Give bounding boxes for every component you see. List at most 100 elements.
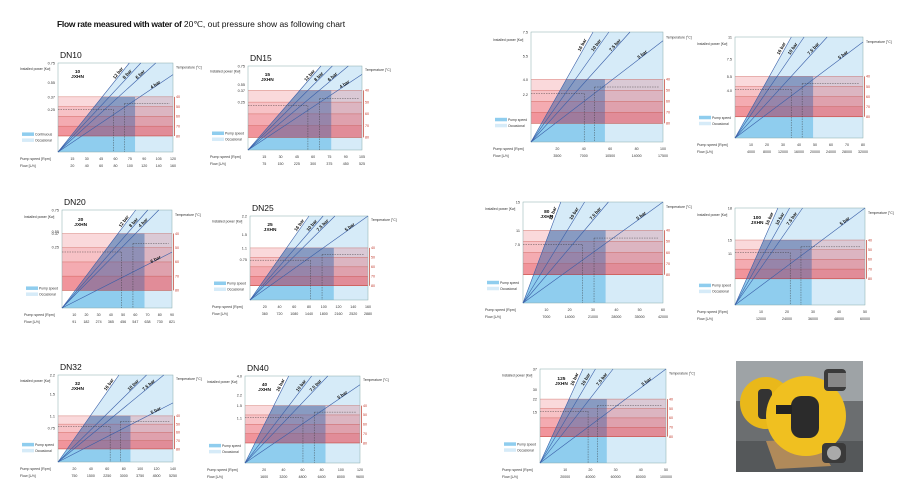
legend-swatch-occasional: [212, 137, 224, 142]
legend-label: Occasional: [35, 138, 52, 142]
chart-svg: 16 bar 10 bar 7.5 bar 5 bar37302215Installe…: [502, 368, 695, 480]
pump-speed-axis-label: Pump speed [Rpm]: [24, 313, 55, 317]
flow-axis-label: Flow [L/h]: [485, 315, 501, 319]
temperature-tick-label: 40: [363, 404, 367, 408]
pump-speed-tick-label: 50: [638, 308, 642, 312]
pressure-line: [57, 62, 130, 153]
pressure-line: [522, 201, 664, 304]
pump-speed-tick-label: 50: [813, 143, 817, 147]
temperature-band: [250, 247, 368, 258]
flow-tick-label: 40000: [585, 475, 595, 479]
pump-speed-tick-label: 40: [109, 313, 113, 317]
pressure-label: 5 bar: [344, 222, 356, 233]
flow-tick-label: 150: [278, 162, 284, 166]
pump-speed-tick-label: 20: [555, 147, 559, 151]
legend-swatch-pump-speed: [22, 442, 34, 447]
flow-tick-label: 100000: [660, 475, 672, 479]
y2-axis-label: Temperature [°C]: [868, 211, 894, 215]
pump-speed-tick-label: 40: [797, 143, 801, 147]
pump-speed-tick-label: 60: [661, 308, 665, 312]
legend-label: Pump speed: [500, 281, 519, 285]
y-tick-label: 1.5: [237, 404, 242, 408]
pump-speed-tick-label: 20: [568, 308, 572, 312]
pressure-line: [61, 209, 136, 309]
temperature-tick-label: 60: [365, 112, 369, 116]
pressure-label: 5 bar: [640, 376, 652, 387]
pump-speed-tick-label: 100: [137, 467, 143, 471]
y-tick-label: 0.25: [52, 246, 59, 250]
chart-svg: 16 bar 10 bar 7.5 bar 5 bar15117.5Installed…: [485, 201, 692, 320]
y2-axis-label: Temperature [°C]: [669, 372, 695, 376]
flow-tick-label: 28000: [842, 150, 852, 154]
pressure-line: [244, 375, 329, 464]
temperature-tick-label: 80: [363, 441, 367, 445]
pressure-label: 6 bar: [150, 254, 162, 264]
pressure-line: [244, 375, 312, 464]
temperature-band: [540, 399, 666, 409]
pressure-line: [57, 402, 174, 463]
flow-tick-label: 456: [120, 320, 126, 324]
pump-speed-tick-label: 20: [72, 467, 76, 471]
flow-tick-label: 3200: [279, 475, 287, 479]
chart-dn80: 16 bar 10 bar 7.5 bar 5 bar 15 11 7.5 Installed…: [485, 201, 692, 320]
plot-frame: [61, 209, 173, 309]
legend-swatch-occasional: [22, 138, 34, 142]
y-tick-label: 7.5: [523, 31, 528, 35]
pressure-line: [57, 374, 147, 463]
pump-speed-axis-label: Pump speed [Rpm]: [485, 308, 516, 312]
temperature-band: [523, 230, 663, 242]
temperature-tick-label: 50: [175, 246, 179, 250]
y-tick-label: 0.25: [238, 101, 245, 105]
temperature-band: [58, 126, 173, 136]
temperature-tick-label: 70: [371, 275, 375, 279]
plot-frame: [530, 31, 664, 143]
flow-tick-label: 80000: [636, 475, 646, 479]
pressure-label: 5 bar: [636, 49, 648, 60]
temperature-band: [248, 125, 362, 138]
temperature-band: [248, 90, 362, 103]
pressure-label: 4 bar: [339, 79, 351, 89]
pump-speed-axis-label: Pump speed [Rpm]: [502, 468, 533, 472]
pressure-line: [539, 368, 596, 464]
pump-speed-axis-label: Pump speed [Rpm]: [493, 147, 524, 151]
pressure-label: 10 bar: [774, 212, 785, 226]
pressure-line: [61, 251, 173, 309]
temperature-band: [250, 266, 368, 277]
pump-speed-tick-label: 30: [614, 468, 618, 472]
temperature-tick-label: 70: [868, 267, 872, 271]
y-tick-label: 0.37: [238, 89, 245, 93]
flow-tick-label: 2250: [103, 474, 111, 478]
flow-tick-label: 2880: [364, 312, 372, 316]
temperature-band: [735, 76, 863, 87]
pump-speed-tick-label: 40: [582, 147, 586, 151]
pressure-line: [539, 368, 667, 464]
flow-tick-label: 28000: [611, 315, 621, 319]
model-label: 15 JXHN: [260, 72, 274, 83]
flow-tick-label: 720: [277, 312, 283, 316]
pressure-label: 4 bar: [137, 217, 148, 228]
flow-tick-label: 14000: [565, 315, 575, 319]
flow-axis-label: Flow [L/h]: [212, 312, 228, 316]
temperature-tick-label: 50: [365, 100, 369, 104]
temperature-tick-label: 70: [669, 426, 673, 430]
temperature-band: [540, 417, 666, 428]
legend-label: Occasional: [222, 450, 239, 454]
pressure-line: [530, 31, 594, 143]
y-tick-label: 15: [533, 411, 537, 415]
flow-axis-label: Flow [L/h]: [502, 475, 518, 479]
temperature-tick-label: 40: [669, 397, 673, 401]
flow-tick-label: 8000: [763, 150, 771, 154]
pressure-line: [539, 368, 614, 464]
chart-dn20: 12 bar 8 bar 4 bar 6 bar DN20 0.75 0.55 0.37 0.2…: [24, 197, 201, 324]
pump-speed-tick-label: 20: [588, 468, 592, 472]
temperature-band: [58, 116, 173, 127]
temperature-tick-label: 50: [176, 422, 180, 426]
pump-speed-tick-label: 30: [781, 143, 785, 147]
pressure-line: [249, 215, 369, 301]
flow-axis-label: Flow [L/h]: [697, 317, 713, 321]
temperature-tick-label: 80: [868, 277, 872, 281]
legend-label: Occasional: [35, 449, 52, 453]
legend-swatch-pump-speed: [699, 283, 711, 288]
y-axis-label: Installed power [Kw]: [212, 220, 242, 224]
flow-tick-label: 14000: [632, 154, 642, 158]
